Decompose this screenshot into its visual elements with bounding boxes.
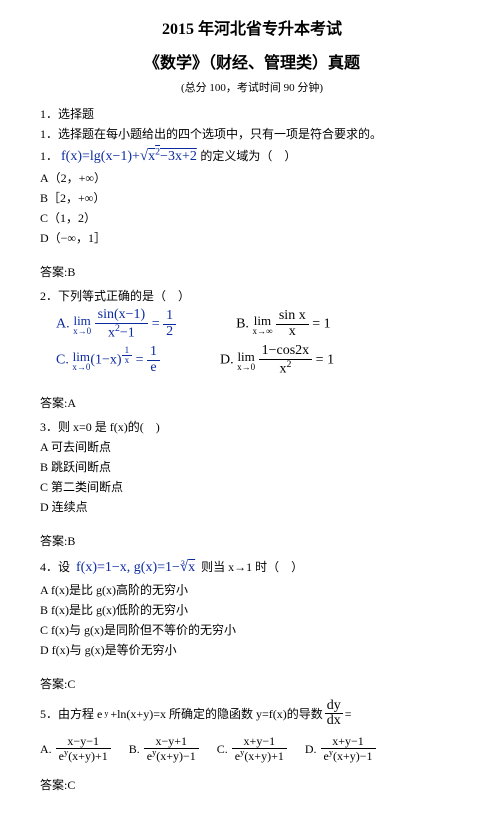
q2-stem: 2．下列等式正确的是（ ） <box>40 287 464 305</box>
section-instruction: 1．选择题在每小题给出的四个选项中，只有一项是符合要求的。 <box>40 125 464 143</box>
exam-title-year: 2015 年河北省专升本考试 <box>40 18 464 42</box>
q4-opt-d: D f(x)与 g(x)是等价无穷小 <box>40 641 464 659</box>
q4-opt-c: C f(x)与 g(x)是同阶但不等价的无穷小 <box>40 621 464 639</box>
exam-title-subject: 《数学》（财经、管理类）真题 <box>40 52 464 76</box>
q1-stem: 1． f(x)=lg(x−1)+√x2−3x+2 的定义域为（ ） <box>40 145 464 168</box>
q5-d-label: D. <box>305 740 317 758</box>
q5-opt-b: B. x−y+1ey(x+y)−1 <box>129 735 199 762</box>
q5-stem-a: 5．由方程 e <box>40 705 102 723</box>
q1-tail: 的定义域为（ ） <box>200 149 296 163</box>
q2-opt-c: C. limx→0(1−x)1x = 1e <box>56 345 160 375</box>
q2-b-label: B. <box>236 317 249 332</box>
q5-eq: = <box>345 705 352 723</box>
q4-mid: 则当 x→1 时（ ） <box>201 558 303 576</box>
q2-row1: A. limx→0 sin(x−1)x2−1 = 12 B. limx→∞ si… <box>56 308 464 341</box>
q1-answer: 答案:B <box>40 263 464 281</box>
q4-opt-a: A f(x)是比 g(x)高阶的无穷小 <box>40 581 464 599</box>
q4-formula: f(x)=1−x, g(x)=1−3√x <box>76 556 195 579</box>
q2-c-label: C. <box>56 353 69 368</box>
q2-d-label: D. <box>220 353 234 368</box>
q2-opt-b: B. limx→∞ sin xx = 1 <box>236 309 331 339</box>
q5-opt-c: C. x+y−1ey(x+y)+1 <box>217 735 287 762</box>
q1-formula: f(x)=lg(x−1)+√x2−3x+2 <box>61 149 200 164</box>
q4-answer: 答案:C <box>40 675 464 693</box>
q5-opt-d: D. x+y−1ey(x+y)−1 <box>305 735 376 762</box>
section-heading: 1．选择题 <box>40 105 464 123</box>
q3-opt-c: C 第二类间断点 <box>40 478 464 496</box>
q5-stem: 5．由方程 ey +ln(x+y)=x 所确定的隐函数 y=f(x)的导数 dy… <box>40 699 464 729</box>
q5-b-label: B. <box>129 740 140 758</box>
q5-answer: 答案:C <box>40 776 464 794</box>
q1-prefix: 1． <box>40 149 58 163</box>
q3-answer: 答案:B <box>40 532 464 550</box>
q1-opt-d: D（−∞，1］ <box>40 229 464 247</box>
q1-opt-b: B［2，+∞） <box>40 189 464 207</box>
q2-answer: 答案:A <box>40 394 464 412</box>
q5-stem-b: +ln(x+y)=x 所确定的隐函数 y=f(x)的导数 <box>110 705 322 723</box>
q4-stem: 4．设 f(x)=1−x, g(x)=1−3√x 则当 x→1 时（ ） <box>40 556 464 579</box>
q3-opt-a: A 可去间断点 <box>40 438 464 456</box>
q4-prefix: 4．设 <box>40 558 70 576</box>
q5-opt-a: A. x−y−1ey(x+y)+1 <box>40 735 111 762</box>
q2-row2: C. limx→0(1−x)1x = 1e D. limx→0 1−cos2xx… <box>56 344 464 377</box>
q1-opt-c: C（1，2） <box>40 209 464 227</box>
q3-stem: 3．则 x=0 是 f(x)的( ) <box>40 418 464 436</box>
q5-options: A. x−y−1ey(x+y)+1 B. x−y+1ey(x+y)−1 C. x… <box>40 735 464 762</box>
q2-opt-a: A. limx→0 sin(x−1)x2−1 = 12 <box>56 308 176 341</box>
q2-a-label: A. <box>56 317 70 332</box>
q3-opt-b: B 跳跃间断点 <box>40 458 464 476</box>
q3-opt-d: D 连续点 <box>40 498 464 516</box>
q1-opt-a: A（2，+∞） <box>40 169 464 187</box>
exam-subtitle: (总分 100，考试时间 90 分钟) <box>40 80 464 97</box>
q5-a-label: A. <box>40 740 52 758</box>
q5-dydx: dydx <box>325 699 343 729</box>
q5-c-label: C. <box>217 740 228 758</box>
q2-opt-d: D. limx→0 1−cos2xx2 = 1 <box>220 344 334 377</box>
q4-opt-b: B f(x)是比 g(x)低阶的无穷小 <box>40 601 464 619</box>
